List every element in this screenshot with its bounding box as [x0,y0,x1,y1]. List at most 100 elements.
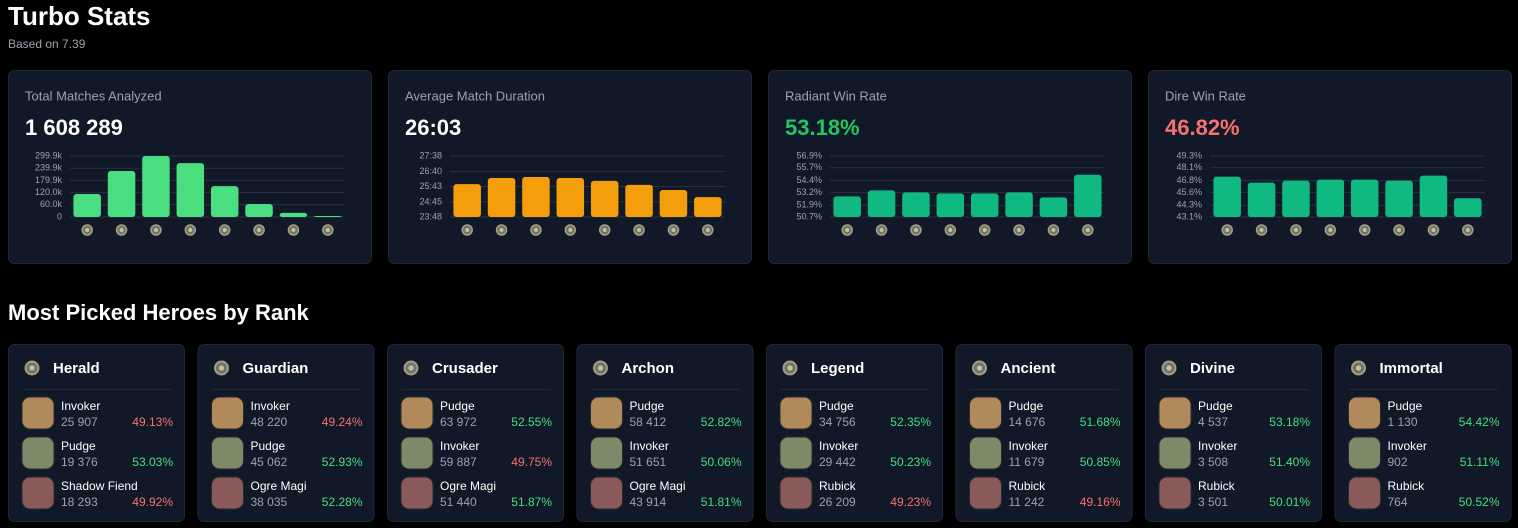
hero-count: 38 035 [251,495,288,509]
rank-icon-center [568,228,573,232]
y-tick-label: 44.3% [1176,200,1202,210]
hero-name: Rubick [819,479,857,493]
bar [1385,180,1413,217]
rank-icon-center [671,228,676,232]
rank-icon-center [976,365,983,371]
hero-win-rate: 50.06% [701,455,742,469]
hero-win-rate: 50.23% [890,455,931,469]
rank-icon-center [222,228,227,232]
hero-avatar [969,436,1002,470]
hero-name: Invoker [1388,439,1427,453]
y-tick-label: 27:38 [419,150,442,160]
hero-name: Invoker [61,399,100,413]
hero-count: 29 442 [819,455,856,469]
bar [936,193,965,217]
hero-win-rate: 52.93% [322,455,363,469]
hero-name: Shadow Fiend [61,479,138,493]
rank-icon-center [1362,228,1367,232]
stat-value: 1 608 289 [25,115,123,140]
rank-name: Legend [811,360,864,377]
hero-avatar [969,396,1002,430]
hero-count: 63 972 [440,415,477,429]
rank-card [955,344,1133,522]
y-tick-label: 46.8% [1176,175,1202,185]
hero-win-rate: 54.42% [1459,415,1500,429]
hero-name: Ogre Magi [630,479,686,493]
hero-name: Rubick [1009,479,1047,493]
hero-avatar [590,396,623,430]
rank-icon-center [408,365,414,371]
rank-icon-center [499,228,504,232]
hero-count: 14 676 [1009,415,1046,429]
rank-icon-center [325,228,330,232]
hero-win-rate: 52.35% [890,415,931,429]
rank-icon-center [982,228,987,232]
stat-value: 46.82% [1165,115,1240,140]
hero-avatar [1348,476,1381,510]
bar [556,178,585,217]
hero-win-rate: 50.85% [1080,455,1121,469]
hero-name: Pudge [440,399,475,413]
rank-icon-center [153,228,158,232]
y-tick-label: 60.0k [40,199,63,209]
y-tick-label: 53.2% [796,187,822,197]
rank-icon-center [1259,228,1264,232]
hero-count: 11 242 [1009,495,1045,509]
rank-card [197,344,375,522]
hero-avatar [400,476,434,510]
rank-card [766,344,943,522]
hero-win-rate: 51.87% [511,495,552,509]
bar [522,176,550,217]
hero-win-rate: 52.82% [701,415,742,429]
y-tick-label: 56.9% [796,150,822,160]
stat-label: Dire Win Rate [1165,88,1246,103]
bar [245,203,273,217]
hero-name: Pudge [1009,399,1044,413]
hero-count: 51 440 [440,495,477,509]
stat-label: Total Matches Analyzed [25,88,162,103]
hero-name: Invoker [630,439,669,453]
bar [970,193,999,217]
rank-icon-center [948,228,953,232]
y-tick-label: 50.7% [796,211,822,221]
rank-name: Divine [1190,360,1235,377]
hero-name: Invoker [440,439,479,453]
rank-icon-center [85,228,90,232]
hero-name: Pudge [1198,399,1233,413]
hero-count: 34 756 [819,415,856,429]
hero-avatar [590,436,623,470]
rank-icon-center [1465,228,1470,232]
hero-avatar [211,476,244,510]
hero-count: 48 220 [251,415,288,429]
hero-count: 19 376 [61,455,98,469]
hero-name: Ogre Magi [440,479,496,493]
hero-name: Pudge [630,399,665,413]
hero-count: 43 914 [630,495,667,509]
hero-win-rate: 51.81% [701,495,742,509]
y-tick-label: 299.9k [35,150,63,160]
bar [1039,197,1068,217]
rank-card [1145,344,1322,522]
hero-win-rate: 50.01% [1269,495,1310,509]
hero-count: 3 501 [1198,495,1228,509]
hero-count: 58 412 [630,415,667,429]
hero-name: Pudge [251,439,286,453]
bar [1213,176,1241,217]
rank-icon-center [1085,228,1090,232]
hero-win-rate: 50.52% [1459,495,1500,509]
hero-avatar [1158,476,1192,510]
rank-icon-center [1017,228,1022,232]
hero-avatar [1348,436,1381,470]
rank-icon-center [1051,228,1056,232]
rank-card [1334,344,1512,522]
hero-win-rate: 53.03% [132,455,173,469]
hero-avatar [400,436,434,470]
hero-count: 902 [1388,455,1408,469]
rank-icon-center [291,228,296,232]
stat-value: 26:03 [405,115,461,140]
hero-name: Pudge [61,439,96,453]
hero-avatar [21,396,55,430]
hero-avatar [969,476,1002,510]
hero-avatar [400,396,434,430]
y-tick-label: 24:45 [419,196,442,206]
